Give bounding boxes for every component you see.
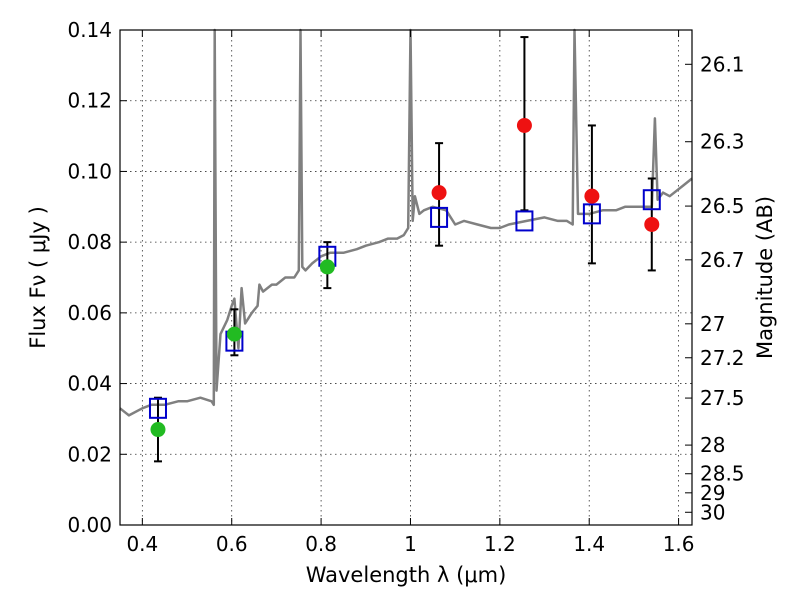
observed-point bbox=[226, 326, 242, 342]
x-tick-label: 1 bbox=[404, 532, 417, 556]
right-tick-label: 27.5 bbox=[700, 386, 745, 410]
plot-frame bbox=[119, 29, 693, 526]
right-tick-label: 26.7 bbox=[700, 248, 745, 272]
y-tick-label: 0.06 bbox=[67, 301, 112, 325]
right-tick-label: 26.5 bbox=[700, 194, 745, 218]
right-tick-label: 27.2 bbox=[700, 346, 745, 370]
model-square bbox=[582, 203, 601, 225]
right-tick-label: 29 bbox=[700, 481, 725, 505]
y-axis-title: Flux Fν ( μJy ) bbox=[26, 206, 50, 349]
model-square bbox=[515, 210, 534, 232]
right-tick-label: 27 bbox=[700, 312, 725, 336]
right-axis-title: Magnitude (AB) bbox=[753, 196, 777, 359]
right-tick-label: 26.3 bbox=[700, 130, 745, 154]
grid bbox=[120, 29, 692, 526]
x-tick-label: 1.4 bbox=[573, 532, 605, 556]
y-tick-label: 0.12 bbox=[67, 89, 112, 113]
x-tick-label: 1.2 bbox=[484, 532, 516, 556]
spectrum-layer bbox=[119, 28, 693, 417]
ticks: 0.4 0.6 0.8 1 1.2 1.4 1.6 0.00 0.02 0.04 0.06 0.08 0… bbox=[67, 18, 744, 556]
model-square bbox=[430, 206, 449, 228]
observed-point bbox=[150, 422, 166, 438]
right-tick-label: 30 bbox=[700, 500, 725, 524]
errorbar-layer bbox=[153, 36, 656, 463]
y-tick-label: 0.04 bbox=[67, 372, 112, 396]
x-axis-title: Wavelength λ (μm) bbox=[306, 563, 507, 587]
x-tick-label: 0.6 bbox=[216, 532, 248, 556]
x-tick-label: 0.4 bbox=[126, 532, 158, 556]
right-tick-label: 28.5 bbox=[700, 462, 745, 486]
x-tick-label: 0.8 bbox=[305, 532, 337, 556]
model-square bbox=[642, 189, 661, 211]
observed-point bbox=[431, 185, 447, 201]
y-tick-label: 0.00 bbox=[67, 513, 112, 537]
observed-points-layer bbox=[150, 117, 660, 438]
observed-point bbox=[644, 216, 660, 232]
y-tick-label: 0.02 bbox=[67, 442, 112, 466]
observed-point bbox=[516, 117, 532, 133]
right-tick-label: 28 bbox=[700, 433, 725, 457]
y-tick-label: 0.14 bbox=[67, 18, 112, 42]
y-tick-label: 0.08 bbox=[67, 230, 112, 254]
y-tick-label: 0.10 bbox=[67, 159, 112, 183]
right-tick-label: 26.1 bbox=[700, 52, 745, 76]
x-tick-label: 1.6 bbox=[663, 532, 695, 556]
observed-point bbox=[319, 259, 335, 275]
spectrum-line bbox=[119, 28, 693, 417]
model-square bbox=[148, 397, 167, 419]
observed-point bbox=[584, 188, 600, 204]
